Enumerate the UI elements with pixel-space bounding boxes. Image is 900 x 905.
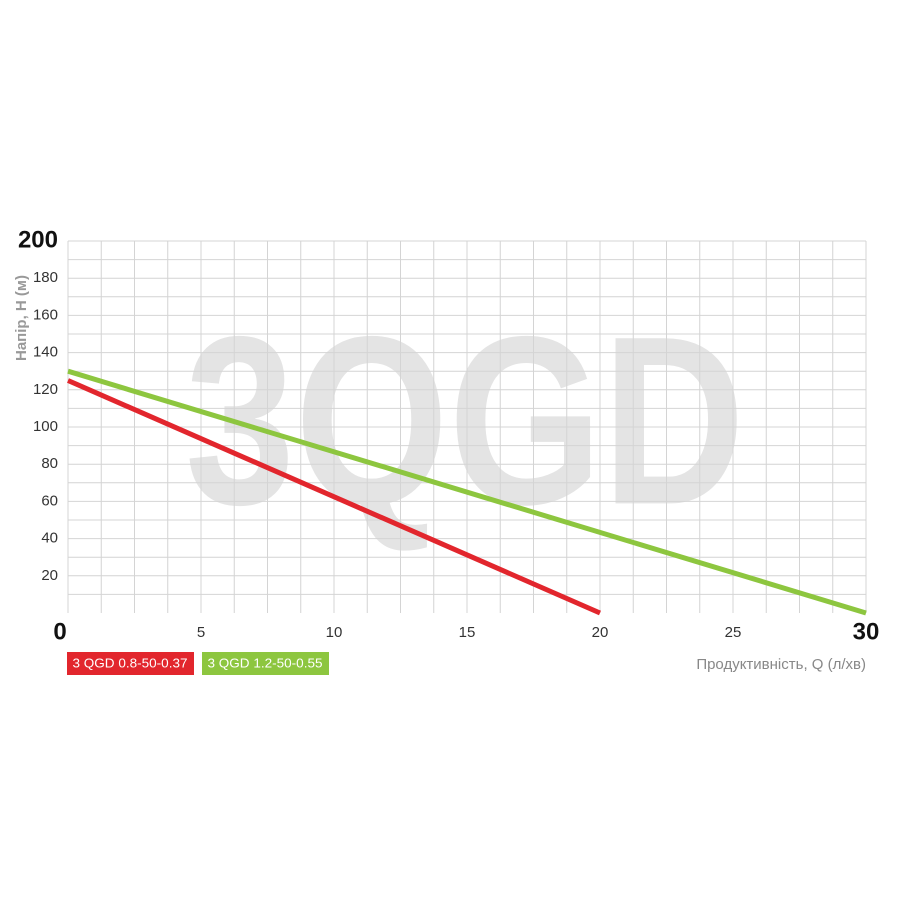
legend-swatch bbox=[67, 652, 194, 675]
y-tick-label: 100 bbox=[33, 418, 58, 435]
x-tick-label: 0 bbox=[53, 618, 66, 645]
x-axis-label: Продуктивність, Q (л/хв) bbox=[696, 656, 866, 673]
watermark: 3QGD bbox=[185, 286, 745, 554]
y-tick-label: 20 bbox=[41, 567, 58, 584]
legend-label: 3 QGD 1.2-50-0.55 bbox=[208, 655, 323, 670]
y-tick-label: 140 bbox=[33, 344, 58, 361]
y-tick-label: 160 bbox=[33, 306, 58, 323]
series-line bbox=[67, 368, 867, 616]
y-tick-label: 180 bbox=[33, 269, 58, 286]
x-tick-label: 30 bbox=[853, 618, 880, 645]
y-tick-label: 120 bbox=[33, 381, 58, 398]
x-tick-label: 25 bbox=[725, 624, 742, 641]
x-tick-label: 5 bbox=[197, 624, 205, 641]
legend-label: 3 QGD 0.8-50-0.37 bbox=[73, 655, 188, 670]
y-tick-label: 60 bbox=[41, 492, 58, 509]
y-axis-label: Напір, Н (м) bbox=[13, 275, 30, 361]
y-tick-label: 80 bbox=[41, 455, 58, 472]
series-line bbox=[66, 378, 602, 616]
y-tick-label: 200 bbox=[18, 226, 58, 253]
y-tick-label: 40 bbox=[41, 530, 58, 547]
x-tick-label: 15 bbox=[459, 624, 476, 641]
legend-swatch bbox=[202, 652, 329, 675]
x-tick-label: 20 bbox=[592, 624, 609, 641]
x-tick-label: 10 bbox=[326, 624, 343, 641]
plot bbox=[66, 368, 867, 616]
